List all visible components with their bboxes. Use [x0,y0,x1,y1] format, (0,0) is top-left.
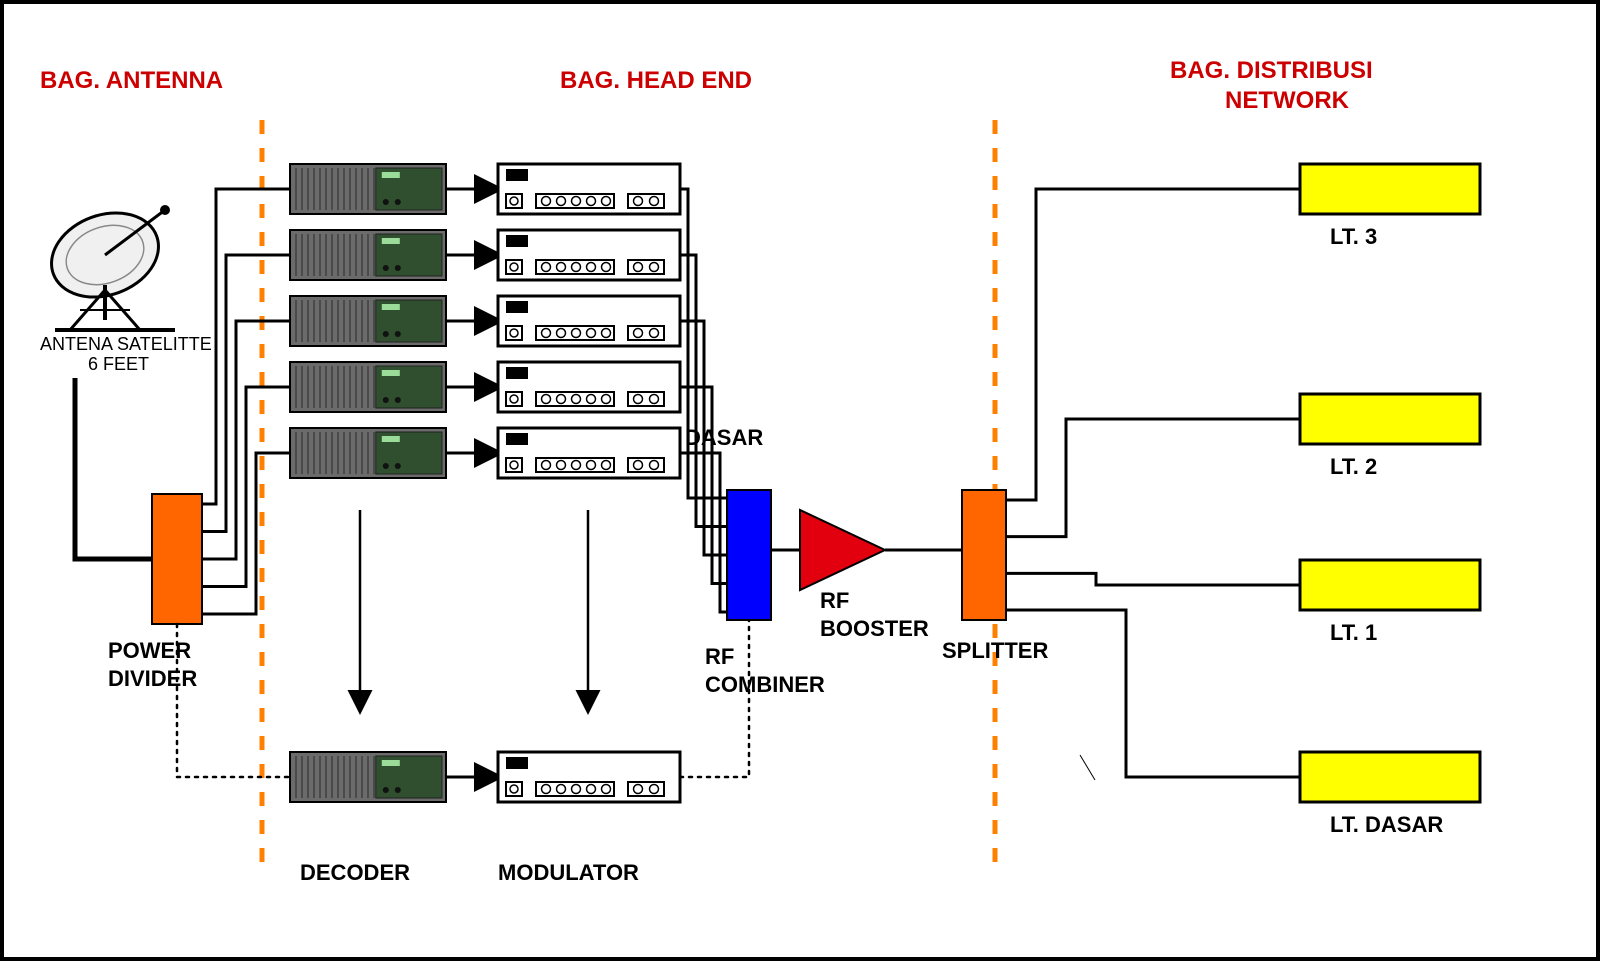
power-divider-label-2: DIVIDER [108,666,197,691]
modulator-unit-4 [498,362,680,412]
output-label-3: LT. 1 [1330,620,1377,645]
decoder-label: DECODER [300,860,410,885]
splitter-label: SPLITTER [942,638,1048,663]
output-box-4 [1300,752,1480,802]
antenna-label-1: ANTENA SATELITTE [40,334,212,354]
decoder-unit-2 [290,230,446,280]
rf-combiner-box [727,490,771,620]
output-box-1 [1300,164,1480,214]
modulator-unit-3 [498,296,680,346]
section-headend-title: BAG. HEAD END [560,67,752,94]
output-label-1: LT. 3 [1330,224,1377,249]
rf-combiner-label-1: RF [705,644,734,669]
modulator-unit-1 [498,164,680,214]
antenna-label-2: 6 FEET [88,354,149,374]
splitter-box [962,490,1006,620]
output-label-2: LT. 2 [1330,454,1377,479]
power-divider-box [152,494,202,624]
section-antenna-title: BAG. ANTENNA [40,67,223,94]
rf-booster-label-2: BOOSTER [820,616,929,641]
rf-booster-label-1: RF [820,588,849,613]
modulator-unit-extra [498,752,680,802]
modulator-unit-5 [498,428,680,478]
decoder-unit-5 [290,428,446,478]
section-network-title-1: BAG. DISTRIBUSI [1170,57,1373,84]
output-box-3 [1300,560,1480,610]
section-network-title-2: NETWORK [1225,87,1350,114]
rf-combiner-label-2: COMBINER [705,672,825,697]
output-box-2 [1300,394,1480,444]
decoder-unit-3 [290,296,446,346]
modulator-label: MODULATOR [498,860,639,885]
modulator-unit-2 [498,230,680,280]
power-divider-label-1: POWER [108,638,191,663]
decoder-unit-4 [290,362,446,412]
decoder-unit-1 [290,164,446,214]
output-label-4: LT. DASAR [1330,812,1443,837]
decoder-unit-extra [290,752,446,802]
